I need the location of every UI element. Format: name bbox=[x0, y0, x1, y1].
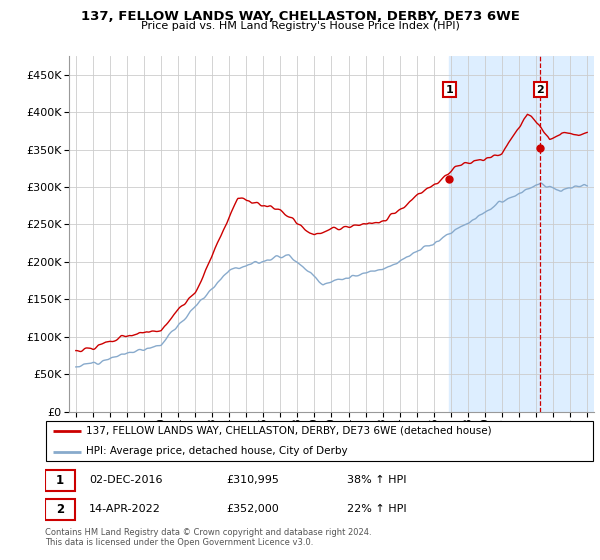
Text: 137, FELLOW LANDS WAY, CHELLASTON, DERBY, DE73 6WE: 137, FELLOW LANDS WAY, CHELLASTON, DERBY… bbox=[80, 10, 520, 23]
Text: £352,000: £352,000 bbox=[226, 505, 279, 515]
FancyBboxPatch shape bbox=[45, 469, 75, 491]
Text: 22% ↑ HPI: 22% ↑ HPI bbox=[347, 505, 407, 515]
Text: 02-DEC-2016: 02-DEC-2016 bbox=[89, 475, 163, 485]
Text: HPI: Average price, detached house, City of Derby: HPI: Average price, detached house, City… bbox=[86, 446, 348, 456]
Text: 1: 1 bbox=[56, 474, 64, 487]
Text: 38% ↑ HPI: 38% ↑ HPI bbox=[347, 475, 406, 485]
Text: 137, FELLOW LANDS WAY, CHELLASTON, DERBY, DE73 6WE (detached house): 137, FELLOW LANDS WAY, CHELLASTON, DERBY… bbox=[86, 426, 492, 436]
Text: 1: 1 bbox=[446, 85, 453, 95]
Bar bbox=[449, 56, 596, 412]
FancyBboxPatch shape bbox=[45, 499, 75, 520]
Text: £310,995: £310,995 bbox=[226, 475, 279, 485]
Text: Price paid vs. HM Land Registry's House Price Index (HPI): Price paid vs. HM Land Registry's House … bbox=[140, 21, 460, 31]
Text: 2: 2 bbox=[536, 85, 544, 95]
FancyBboxPatch shape bbox=[46, 421, 593, 461]
Text: Contains HM Land Registry data © Crown copyright and database right 2024.
This d: Contains HM Land Registry data © Crown c… bbox=[45, 528, 371, 547]
Text: 14-APR-2022: 14-APR-2022 bbox=[89, 505, 161, 515]
Text: 2: 2 bbox=[56, 503, 64, 516]
